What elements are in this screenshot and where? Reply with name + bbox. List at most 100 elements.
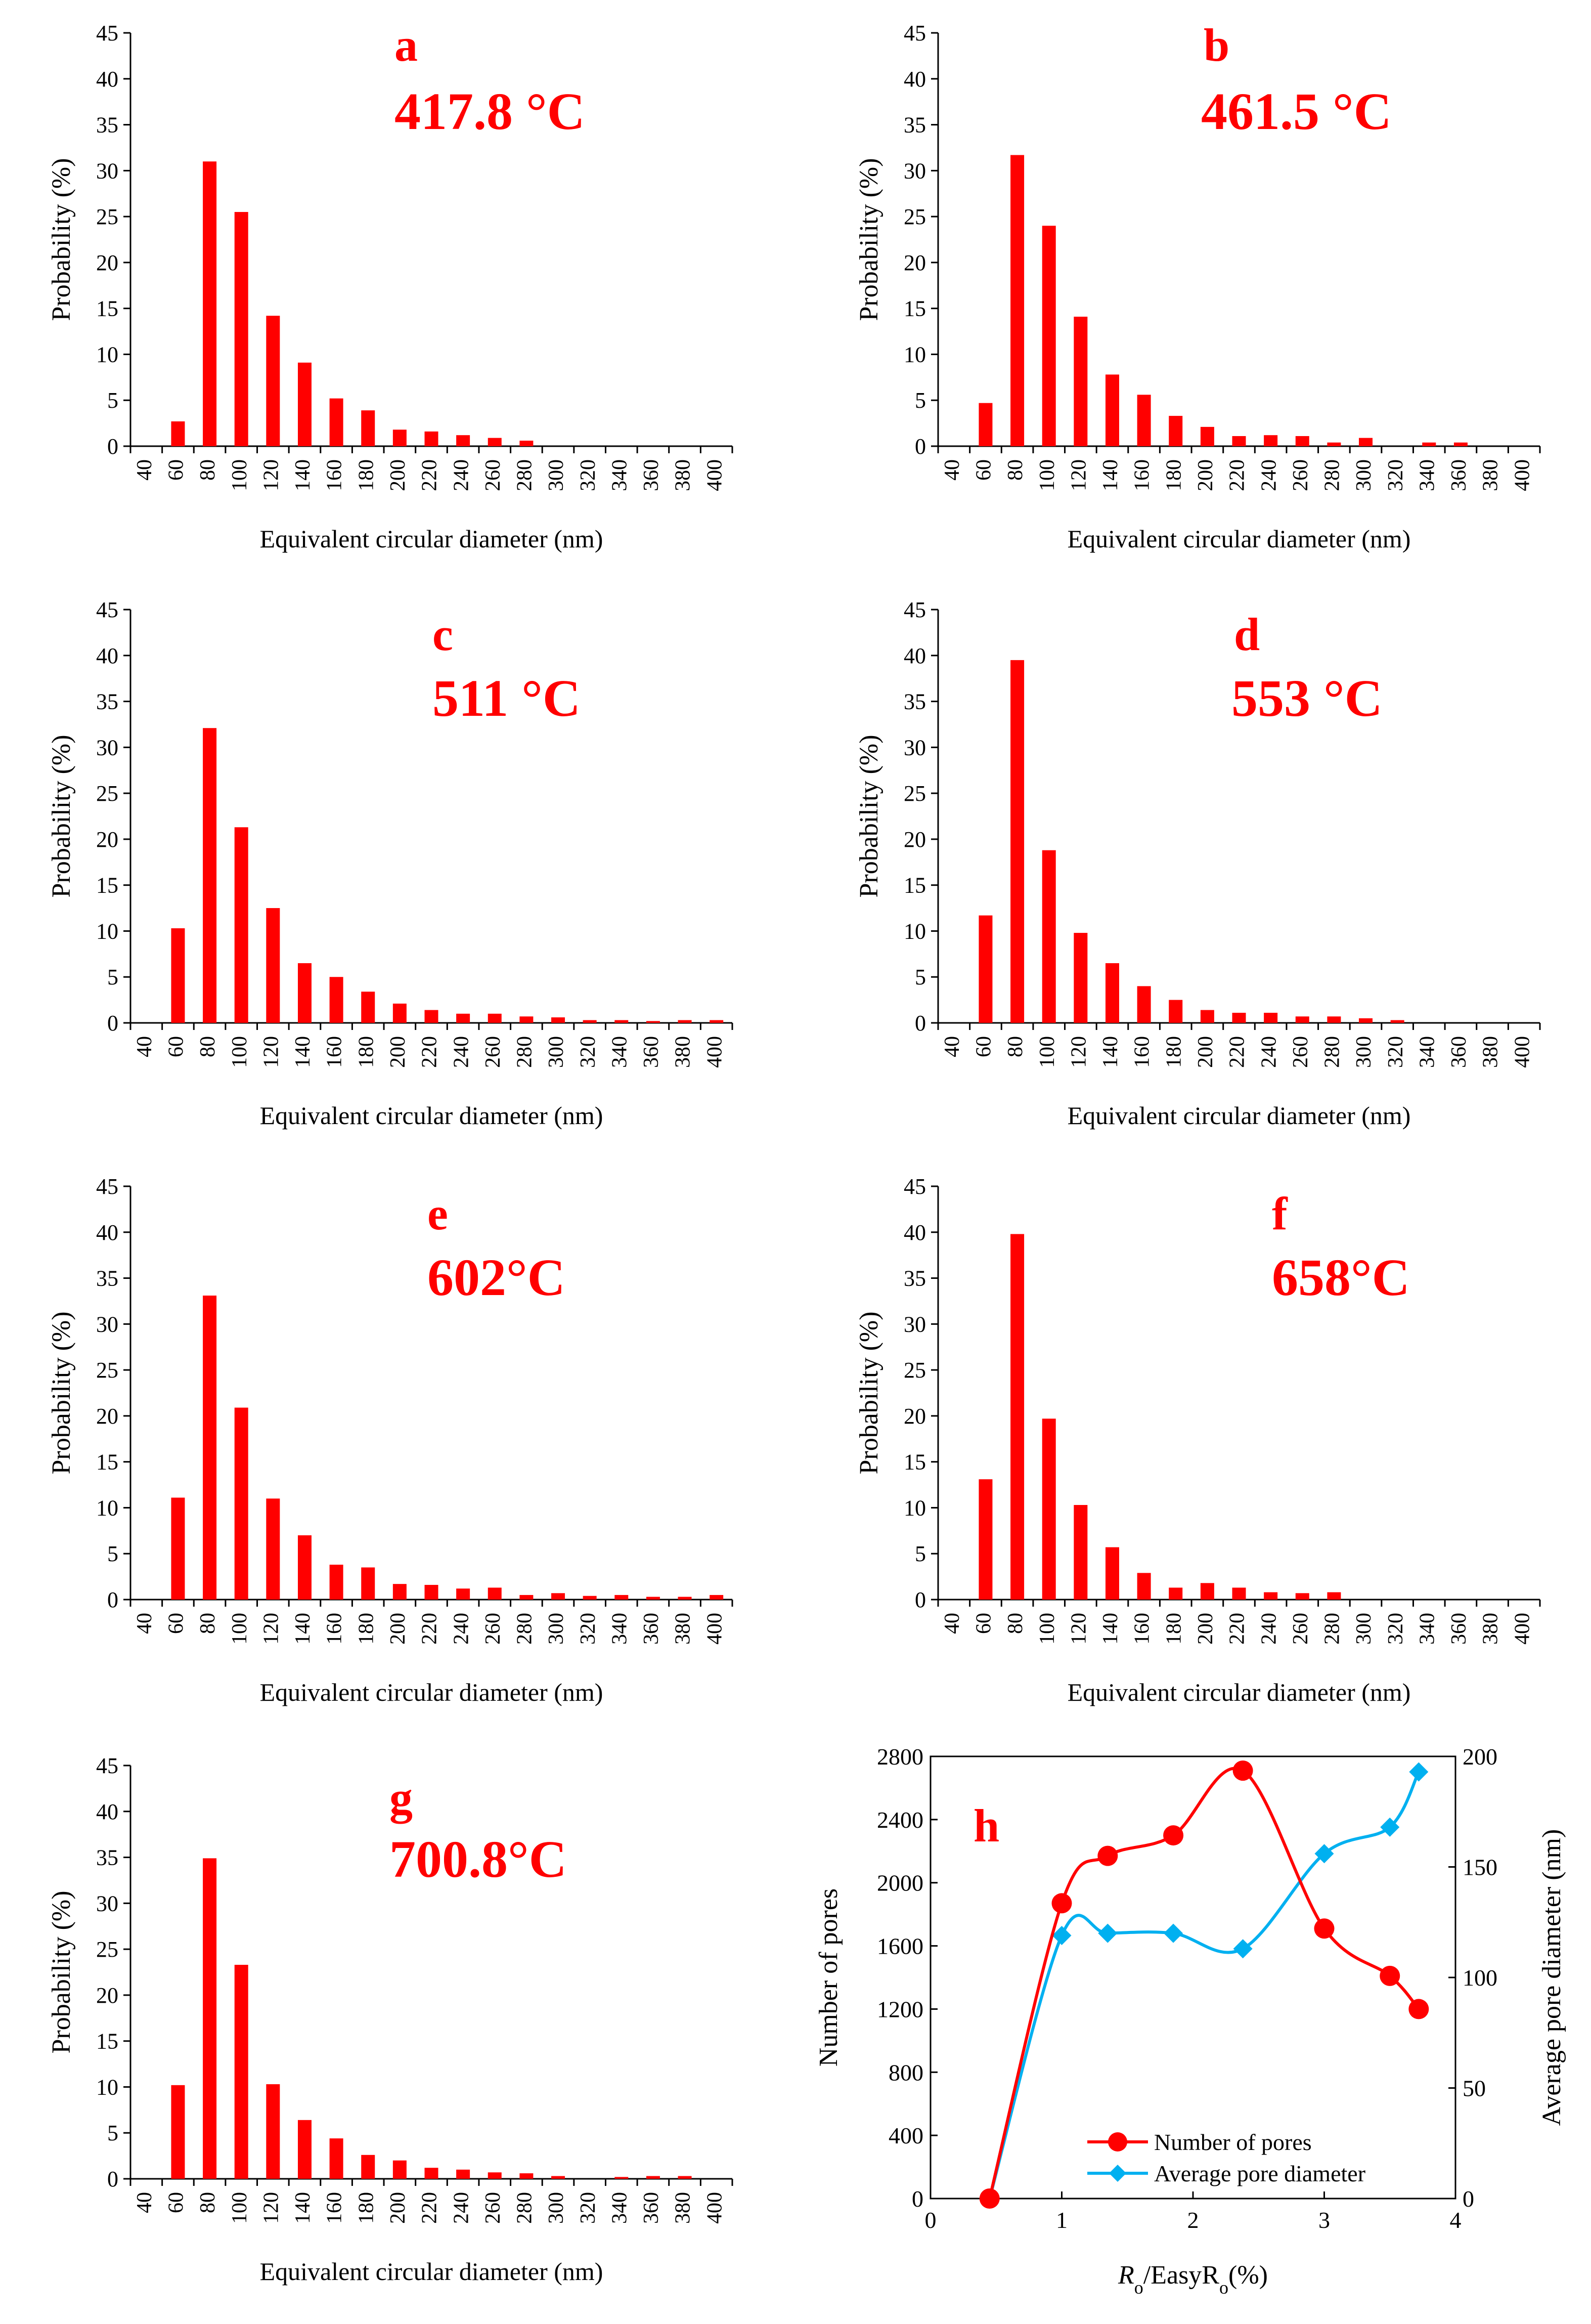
point-average-pore-diameter bbox=[1380, 1817, 1400, 1837]
bar bbox=[551, 1593, 565, 1600]
x-tick-label: 40 bbox=[133, 1613, 156, 1634]
bar bbox=[171, 928, 185, 1023]
point-number-of-pores bbox=[1380, 1965, 1400, 1986]
x-tick-label: 200 bbox=[386, 2192, 410, 2224]
x-tick-label: 3 bbox=[1318, 2207, 1330, 2233]
bar bbox=[297, 1535, 312, 1600]
x-tick-label: 80 bbox=[196, 2192, 219, 2213]
x-tick-label: 200 bbox=[1194, 1036, 1217, 1068]
y-tick-label: 25 bbox=[904, 781, 926, 806]
x-tick-label: 280 bbox=[513, 2192, 537, 2224]
y-tick-label: 35 bbox=[904, 1266, 926, 1291]
x-axis-title-part: /EasyR bbox=[1143, 2261, 1220, 2290]
bar bbox=[488, 438, 502, 446]
y-tick-label: 5 bbox=[107, 965, 118, 989]
y-tick-label: 30 bbox=[96, 158, 118, 183]
panel-letter: g bbox=[389, 1772, 413, 1824]
x-tick-label: 300 bbox=[545, 2192, 568, 2224]
x-tick-label: 200 bbox=[386, 459, 410, 491]
bar bbox=[1264, 1592, 1278, 1600]
bar bbox=[678, 1597, 692, 1600]
y-tick-label: 0 bbox=[915, 434, 926, 459]
x-axis-title-part: o bbox=[1134, 2277, 1143, 2298]
y-tick-label: 0 bbox=[915, 1587, 926, 1612]
x-tick-label: 200 bbox=[1194, 459, 1217, 491]
bar bbox=[1295, 1593, 1309, 1600]
point-average-pore-diameter bbox=[1409, 1762, 1429, 1782]
bar bbox=[1200, 1010, 1214, 1023]
x-tick-label: 380 bbox=[672, 2192, 695, 2224]
y2-tick-label: 0 bbox=[1463, 2186, 1474, 2212]
point-average-pore-diameter bbox=[1164, 1923, 1183, 1943]
x-tick-label: 380 bbox=[672, 1036, 695, 1068]
x-tick-label: 380 bbox=[1479, 1036, 1502, 1068]
bar bbox=[1453, 442, 1468, 446]
bar bbox=[361, 1567, 375, 1600]
x-tick-label: 180 bbox=[1162, 459, 1185, 491]
bar bbox=[979, 1479, 993, 1600]
x-tick-label: 40 bbox=[133, 459, 156, 481]
bar bbox=[1074, 317, 1088, 446]
x-tick-label: 100 bbox=[228, 1613, 251, 1645]
y-tick-label: 40 bbox=[904, 67, 926, 92]
point-number-of-pores bbox=[1408, 1999, 1429, 2019]
y-tick-label: 400 bbox=[889, 2123, 923, 2148]
x-tick-label: 100 bbox=[228, 1036, 251, 1068]
x-tick-label: 220 bbox=[1226, 459, 1249, 491]
bar bbox=[710, 1595, 724, 1600]
x-tick-label: 4 bbox=[1450, 2207, 1462, 2233]
x-tick-label: 280 bbox=[513, 1036, 537, 1068]
point-average-pore-diameter bbox=[1233, 1939, 1253, 1959]
bar bbox=[424, 1584, 438, 1600]
bar bbox=[519, 441, 534, 446]
bar bbox=[424, 1010, 438, 1023]
legend: Number of pores Average pore diameter bbox=[1087, 2129, 1365, 2186]
x-tick-label: 360 bbox=[640, 1613, 663, 1645]
x-tick-label: 380 bbox=[672, 459, 695, 491]
histogram-panel-c: 0 5 10 15 20 25 30 35 40 45 40 60 80 100 120 140 160 180 2… bbox=[47, 597, 733, 1130]
legend-marker-diameter bbox=[1109, 2165, 1126, 2182]
x-tick-label: 100 bbox=[228, 2192, 251, 2224]
panel-temperature: 417.8 °C bbox=[394, 82, 585, 141]
x-tick-label: 260 bbox=[1289, 459, 1312, 491]
x-tick-label: 320 bbox=[1384, 459, 1407, 491]
x-tick-label: 400 bbox=[703, 459, 726, 491]
y-tick-label: 30 bbox=[904, 158, 926, 183]
x-tick-label: 60 bbox=[165, 1613, 188, 1634]
y-tick-label: 15 bbox=[96, 2029, 118, 2054]
histogram-panel-b: 0 5 10 15 20 25 30 35 40 45 40 60 80 100 120 140 160 180 2… bbox=[855, 19, 1541, 553]
bar bbox=[1169, 1587, 1183, 1600]
bar bbox=[583, 1020, 597, 1023]
x-axis-title: Equivalent circular diameter (nm) bbox=[260, 2257, 603, 2286]
x-tick-label: 380 bbox=[672, 1613, 695, 1645]
bar bbox=[234, 827, 248, 1023]
x-tick-label: 60 bbox=[165, 1036, 188, 1057]
x-tick-label: 360 bbox=[640, 2192, 663, 2224]
x-axis-title: Ro/EasyRo(%) bbox=[1118, 2261, 1268, 2298]
x-tick-label: 160 bbox=[1131, 1613, 1154, 1645]
y-tick-label: 20 bbox=[904, 250, 926, 275]
x-tick-label: 140 bbox=[1099, 1036, 1122, 1068]
x-tick-label: 80 bbox=[1004, 1036, 1027, 1057]
y-tick-label: 1600 bbox=[877, 1933, 923, 1959]
bar bbox=[678, 2176, 692, 2179]
bar bbox=[392, 1584, 407, 1600]
bar bbox=[1074, 1504, 1088, 1600]
x-tick-label: 320 bbox=[577, 2192, 600, 2224]
x-tick-label: 400 bbox=[1511, 1036, 1534, 1068]
x-tick-label: 140 bbox=[291, 1036, 315, 1068]
y-tick-label: 5 bbox=[107, 388, 118, 413]
y-tick-label: 2800 bbox=[877, 1744, 923, 1770]
x-tick-label: 140 bbox=[1099, 1613, 1122, 1645]
x-tick-label: 200 bbox=[386, 1036, 410, 1068]
bar bbox=[456, 435, 470, 446]
x-tick-label: 160 bbox=[323, 1036, 346, 1068]
y-tick-label: 30 bbox=[904, 1312, 926, 1337]
bar bbox=[710, 1020, 724, 1023]
bar bbox=[329, 398, 343, 446]
x-tick-label: 340 bbox=[1416, 459, 1439, 491]
point-number-of-pores bbox=[1163, 1825, 1184, 1846]
y2-tick-label: 150 bbox=[1463, 1855, 1497, 1880]
bar bbox=[171, 2085, 185, 2179]
x-tick-label: 240 bbox=[450, 1613, 473, 1645]
